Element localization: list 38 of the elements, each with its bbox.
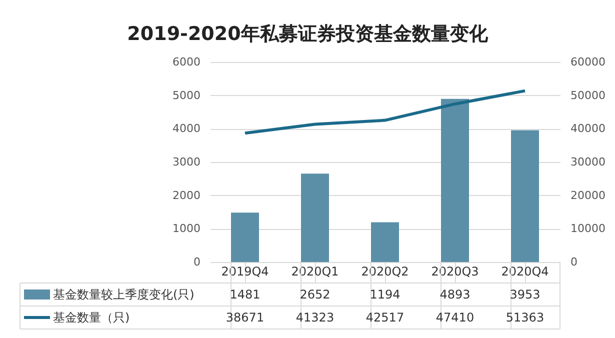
data-label: 1481	[230, 288, 260, 302]
y2-tick-label: 50000	[570, 88, 606, 102]
y2-tick-label: 0	[570, 256, 578, 268]
y-tick-label: 6000	[172, 56, 200, 68]
bar	[231, 212, 259, 262]
bar	[371, 222, 399, 262]
data-label: 3953	[510, 288, 540, 302]
y2-tick-label: 30000	[570, 156, 606, 168]
x-tick-label: 2020Q1	[291, 264, 339, 278]
y-tick-label: 2000	[172, 188, 200, 202]
data-label: 2652	[300, 288, 330, 302]
y-tick-label: 3000	[172, 156, 200, 168]
legend-label: 基金数量较上季度变化(只)	[53, 288, 194, 302]
data-label: 42517	[366, 310, 404, 324]
line-series	[244, 89, 526, 135]
y2-tick-label: 40000	[570, 122, 606, 136]
x-tick-label: 2019Q4	[221, 264, 269, 278]
x-tick-label: 2020Q4	[501, 264, 549, 278]
legend-label: 基金数量（只)	[53, 310, 130, 324]
chart-title: 2019-2020年私募证券投资基金数量变化	[127, 23, 489, 45]
data-label: 1194	[370, 288, 400, 302]
data-label: 51363	[506, 310, 544, 324]
y-tick-label: 0	[194, 256, 200, 268]
data-label: 4893	[440, 288, 470, 302]
data-label: 47410	[436, 310, 474, 324]
y-tick-label: 5000	[172, 88, 200, 102]
y2-tick-label: 20000	[570, 188, 606, 202]
data-label: 38671	[226, 310, 264, 324]
y-tick-label: 4000	[172, 122, 200, 136]
x-tick-label: 2020Q3	[431, 264, 479, 278]
y-tick-label: 1000	[172, 222, 200, 236]
bar	[511, 130, 539, 262]
data-label: 41323	[296, 310, 334, 324]
x-tick-label: 2020Q2	[361, 264, 409, 278]
y2-tick-label: 60000	[570, 56, 606, 68]
bar	[441, 98, 469, 262]
bar	[301, 174, 329, 262]
y2-tick-label: 10000	[570, 222, 606, 236]
